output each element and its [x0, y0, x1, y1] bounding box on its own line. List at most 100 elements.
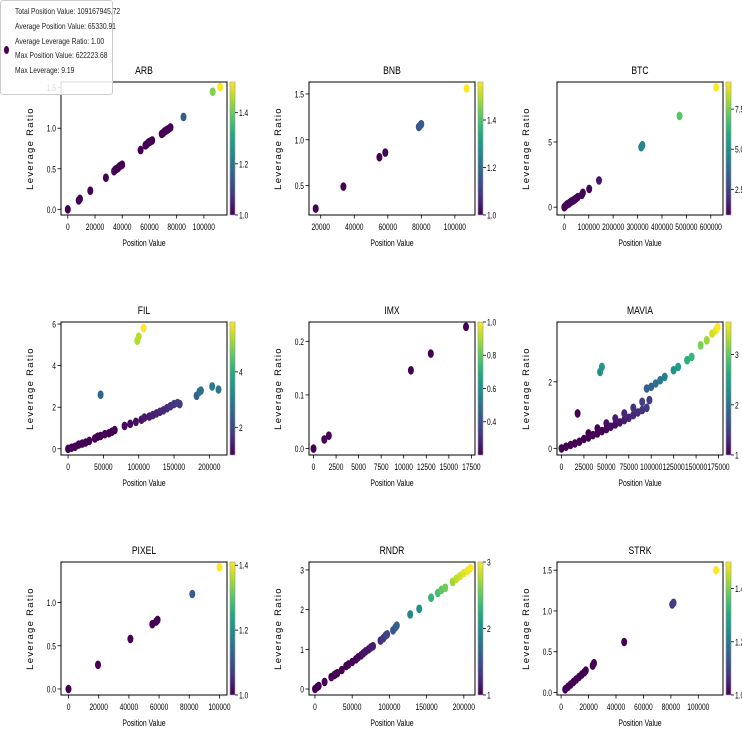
data-point — [127, 419, 134, 429]
data-point — [154, 615, 161, 625]
data-point — [77, 194, 83, 204]
subplot-title: ARB — [135, 65, 153, 77]
colorbar — [477, 81, 484, 216]
x-tick-label: 0 — [562, 222, 566, 232]
y-tick-label: 0.0 — [47, 684, 57, 694]
y-tick-label: 0 — [52, 444, 56, 454]
x-tick-label: 150000 — [163, 462, 186, 472]
data-point — [713, 83, 720, 92]
x-axis-label: Position Value — [122, 718, 165, 728]
data-point — [312, 204, 319, 213]
x-tick-label: 40000 — [113, 222, 132, 232]
x-tick-label: 100000 — [128, 462, 151, 472]
data-point — [176, 399, 183, 409]
data-point — [563, 442, 569, 452]
data-point — [321, 677, 328, 687]
x-tick-label: 7500 — [374, 462, 389, 472]
x-tick-label: 80000 — [180, 702, 199, 712]
x-tick-label: 0 — [559, 702, 563, 712]
data-point — [697, 341, 704, 350]
data-point — [121, 421, 128, 431]
colorbar-tick-label: 1.4 — [239, 108, 249, 118]
y-tick-label: 0.5 — [543, 647, 553, 657]
data-point — [463, 322, 469, 332]
colorbar — [725, 321, 732, 456]
x-axis-label: Position Value — [370, 478, 413, 488]
data-point — [576, 437, 583, 447]
subplot-title: FIL — [138, 305, 151, 317]
data-point — [630, 403, 637, 413]
stats-legend: Total Position Value: 109167945.72 Avera… — [0, 0, 120, 95]
data-point — [427, 349, 434, 358]
colorbar — [477, 561, 484, 696]
x-tick-label: 2500 — [329, 462, 344, 472]
data-point — [418, 119, 425, 129]
x-tick-label: 5000 — [351, 462, 366, 472]
y-tick-label: 6 — [52, 319, 56, 329]
data-point — [334, 668, 341, 678]
data-point — [370, 641, 376, 651]
y-tick-label: 0 — [300, 684, 304, 694]
data-point — [612, 420, 619, 429]
colorbar-tick-label: 1.4 — [487, 115, 497, 125]
colorbar-tick-label: 3 — [487, 557, 491, 567]
x-tick-label: 40000 — [607, 702, 626, 712]
data-point — [209, 87, 216, 96]
data-point — [579, 188, 586, 198]
data-point — [630, 410, 637, 420]
data-point — [661, 372, 668, 382]
data-point — [325, 431, 332, 441]
y-tick-label: 0.5 — [295, 181, 305, 191]
subplot-rndr: RNDR 0 50000 100000 150000 200000 0 1 2 3 Position… — [273, 545, 491, 728]
subplot-title: MAVIA — [627, 305, 653, 317]
data-point — [621, 415, 628, 425]
data-point — [65, 684, 72, 694]
data-point — [140, 323, 147, 333]
colorbar-tick-label: 2 — [487, 624, 491, 634]
data-point — [310, 444, 317, 453]
legend-average-position: Average Position Value: 65330.91 — [15, 21, 116, 31]
data-point — [571, 439, 578, 448]
legend-average-leverage: Average Leverage Ratio: 1.00 — [15, 36, 105, 46]
x-tick-label: 60000 — [140, 222, 159, 232]
data-point — [132, 417, 139, 427]
data-point — [384, 630, 391, 639]
data-point — [675, 362, 682, 372]
x-tick-label: 12500 — [417, 462, 436, 472]
y-tick-label: 1.5 — [543, 566, 553, 576]
data-point — [657, 375, 664, 385]
y-axis-label: Leverage Ratio — [521, 107, 532, 190]
data-point — [639, 140, 646, 150]
colorbar-tick-label: 5.0 — [735, 145, 742, 155]
legend-max-position: Max Position Value: 622223.68 — [15, 51, 108, 61]
data-point — [467, 563, 474, 573]
legend-total-position: Total Position Value: 109167945.72 — [15, 7, 121, 16]
y-tick-label: 2 — [52, 403, 56, 413]
subplot-btc: BTC 0 100000 200000 300000 400000 500000 600000… — [521, 65, 742, 248]
x-tick-label: 10000 — [394, 462, 413, 472]
y-tick-label: 0.5 — [47, 641, 57, 651]
data-point — [215, 385, 222, 394]
x-tick-label: 100000 — [578, 222, 601, 232]
y-axis-label: Leverage Ratio — [273, 587, 284, 670]
x-tick-label: 100000 — [640, 462, 663, 472]
colorbar — [725, 81, 732, 216]
subplot-title: IMX — [384, 305, 400, 317]
x-tick-label: 100000 — [444, 222, 467, 232]
data-point — [463, 84, 470, 93]
data-point — [648, 382, 655, 392]
y-axis-label: Leverage Ratio — [25, 587, 36, 670]
colorbar-tick-label: 2 — [735, 400, 739, 410]
y-axis-label: Leverage Ratio — [25, 107, 36, 190]
data-point — [135, 332, 142, 341]
data-point — [321, 435, 328, 444]
data-point — [621, 409, 628, 418]
data-point — [119, 160, 126, 169]
x-tick-label: 20000 — [311, 222, 330, 232]
data-point — [376, 152, 383, 162]
data-point — [643, 403, 650, 413]
data-point — [111, 425, 118, 435]
data-point — [137, 145, 144, 155]
data-point — [197, 386, 204, 395]
data-point — [639, 397, 646, 407]
